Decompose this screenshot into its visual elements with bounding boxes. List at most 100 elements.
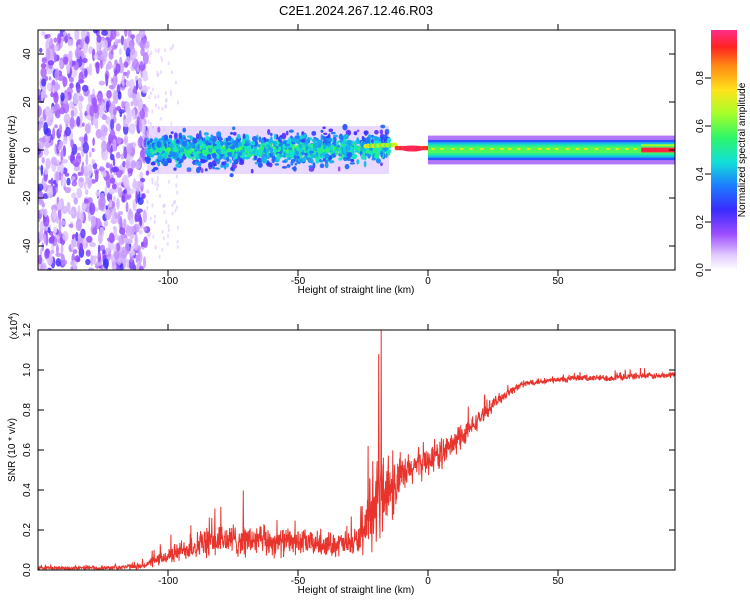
spectrogram-cell [354, 150, 359, 153]
spectrogram-cell [196, 133, 200, 140]
spectrogram-cell [132, 198, 137, 212]
spectrogram-cell [128, 39, 135, 50]
spectrogram-cell [126, 258, 130, 269]
spectrogram-cell [303, 156, 307, 161]
spectrogram-cell [273, 133, 277, 140]
spectrogram-cell [218, 135, 222, 143]
spectrogram-cell [80, 165, 84, 177]
spectrogram-cell [44, 106, 51, 117]
spectrogram-cell [147, 108, 150, 113]
spectrogram-cell [537, 148, 542, 151]
spectrogram-cell [214, 145, 219, 151]
spectrogram-cell [288, 129, 294, 133]
spectrogram-cell [208, 161, 213, 168]
colorbar-label: Normalized spectral amplitude [737, 82, 748, 217]
spectrogram-cell [152, 234, 155, 239]
spectrogram-cell [264, 157, 268, 164]
spectrogram-cell [278, 146, 282, 151]
spectrogram-cell [288, 149, 292, 154]
spectrogram-cell [38, 191, 44, 200]
spectrogram-cell [109, 153, 115, 161]
spectrogram-cell [54, 109, 61, 119]
spectrogram-cell [111, 216, 117, 224]
spectrogram-cell [102, 258, 109, 269]
spectrogram-cell [290, 159, 296, 164]
spectrogram-cell [197, 143, 200, 151]
spectrogram-cell [95, 259, 103, 267]
spectrogram-cell [320, 129, 324, 133]
spectrogram-cell [126, 143, 133, 155]
spectrogram-cell [150, 161, 156, 166]
spectrogram-cell [380, 124, 386, 129]
spectrogram-cell [312, 138, 316, 143]
spectrogram-cell [137, 98, 143, 111]
spectrogram-cell [55, 216, 60, 224]
spectrogram-cell [146, 49, 149, 54]
spectrogram-cell [296, 146, 300, 151]
spectrogram-cell [57, 33, 62, 44]
spectrogram-cell [124, 134, 129, 146]
spectrogram-cell [40, 164, 44, 176]
spectrogram-cell [169, 151, 175, 155]
spectrogram-cell [266, 161, 270, 167]
spectrogram-cell [117, 91, 122, 100]
spectrogram-cell [62, 76, 68, 87]
spectrogram-cell [54, 68, 60, 81]
spectrogram-cell [156, 183, 159, 188]
spectrogram-cell [313, 142, 318, 149]
spectrogram-cell [142, 130, 145, 141]
spectrogram-cell [177, 154, 182, 158]
spectrogram-cell [227, 135, 232, 141]
spectrogram-cell [41, 57, 48, 64]
spectrogram-cell [324, 159, 328, 164]
spectrogram-cell [119, 111, 123, 118]
spectrogram-cell [60, 174, 64, 187]
spectrogram-cell [293, 154, 297, 161]
spectrogram-cell [136, 208, 144, 213]
spectrogram-cell [101, 30, 108, 36]
spectrogram-cell [176, 100, 179, 105]
spectrogram-cell [251, 136, 258, 142]
spectrogram-cell [63, 113, 71, 125]
spectrogram-cell [112, 138, 117, 152]
spectrogram-cell [147, 120, 150, 125]
spectrogram-cell [167, 228, 170, 233]
spectrogram-cell [258, 136, 262, 143]
spectrogram-cell [121, 100, 125, 109]
spectrogram-cell [113, 91, 119, 105]
spectrogram-cell [363, 160, 367, 168]
spectrogram-cell [337, 147, 342, 150]
spectrogram-cell [74, 30, 80, 41]
spectrogram-cell [303, 133, 307, 139]
spectrogram-cell [139, 149, 145, 159]
spectrogram-cell [71, 192, 77, 199]
y-tick-label: 40 [22, 48, 33, 60]
spectrogram-cell [164, 98, 167, 103]
spectrogram-cell [154, 245, 157, 250]
spectrogram-cell [42, 94, 48, 99]
spectrogram-cell [225, 162, 230, 168]
spectrogram-cell [239, 159, 243, 163]
spectrogram-cell [163, 134, 169, 141]
spectrogram-cell [330, 131, 336, 135]
spectrogram-cell [450, 148, 455, 151]
spectrogram-cell [57, 201, 62, 210]
spectrogram-cell [343, 133, 349, 140]
spectrogram-cell [78, 136, 86, 142]
spectrogram-cell [52, 208, 57, 220]
spectrogram-cell [227, 151, 233, 157]
spectrogram-cell [44, 34, 48, 40]
spectrogram-cell [78, 177, 85, 183]
spectrogram-cell [40, 67, 47, 79]
spectrogram-cell [85, 249, 91, 257]
spectrogram-cell [341, 153, 345, 160]
spectrogram-cell [320, 134, 324, 141]
spectrogram-cell [311, 130, 317, 136]
spectrogram-cell [83, 133, 88, 145]
spectrogram-cell [214, 167, 221, 170]
spectrogram-cell [100, 124, 108, 137]
spectrogram-cell [62, 56, 69, 65]
spectrogram-cell [93, 54, 99, 60]
spectrogram-cell [42, 214, 50, 227]
colorbar-tick-label: 0.8 [695, 71, 706, 85]
